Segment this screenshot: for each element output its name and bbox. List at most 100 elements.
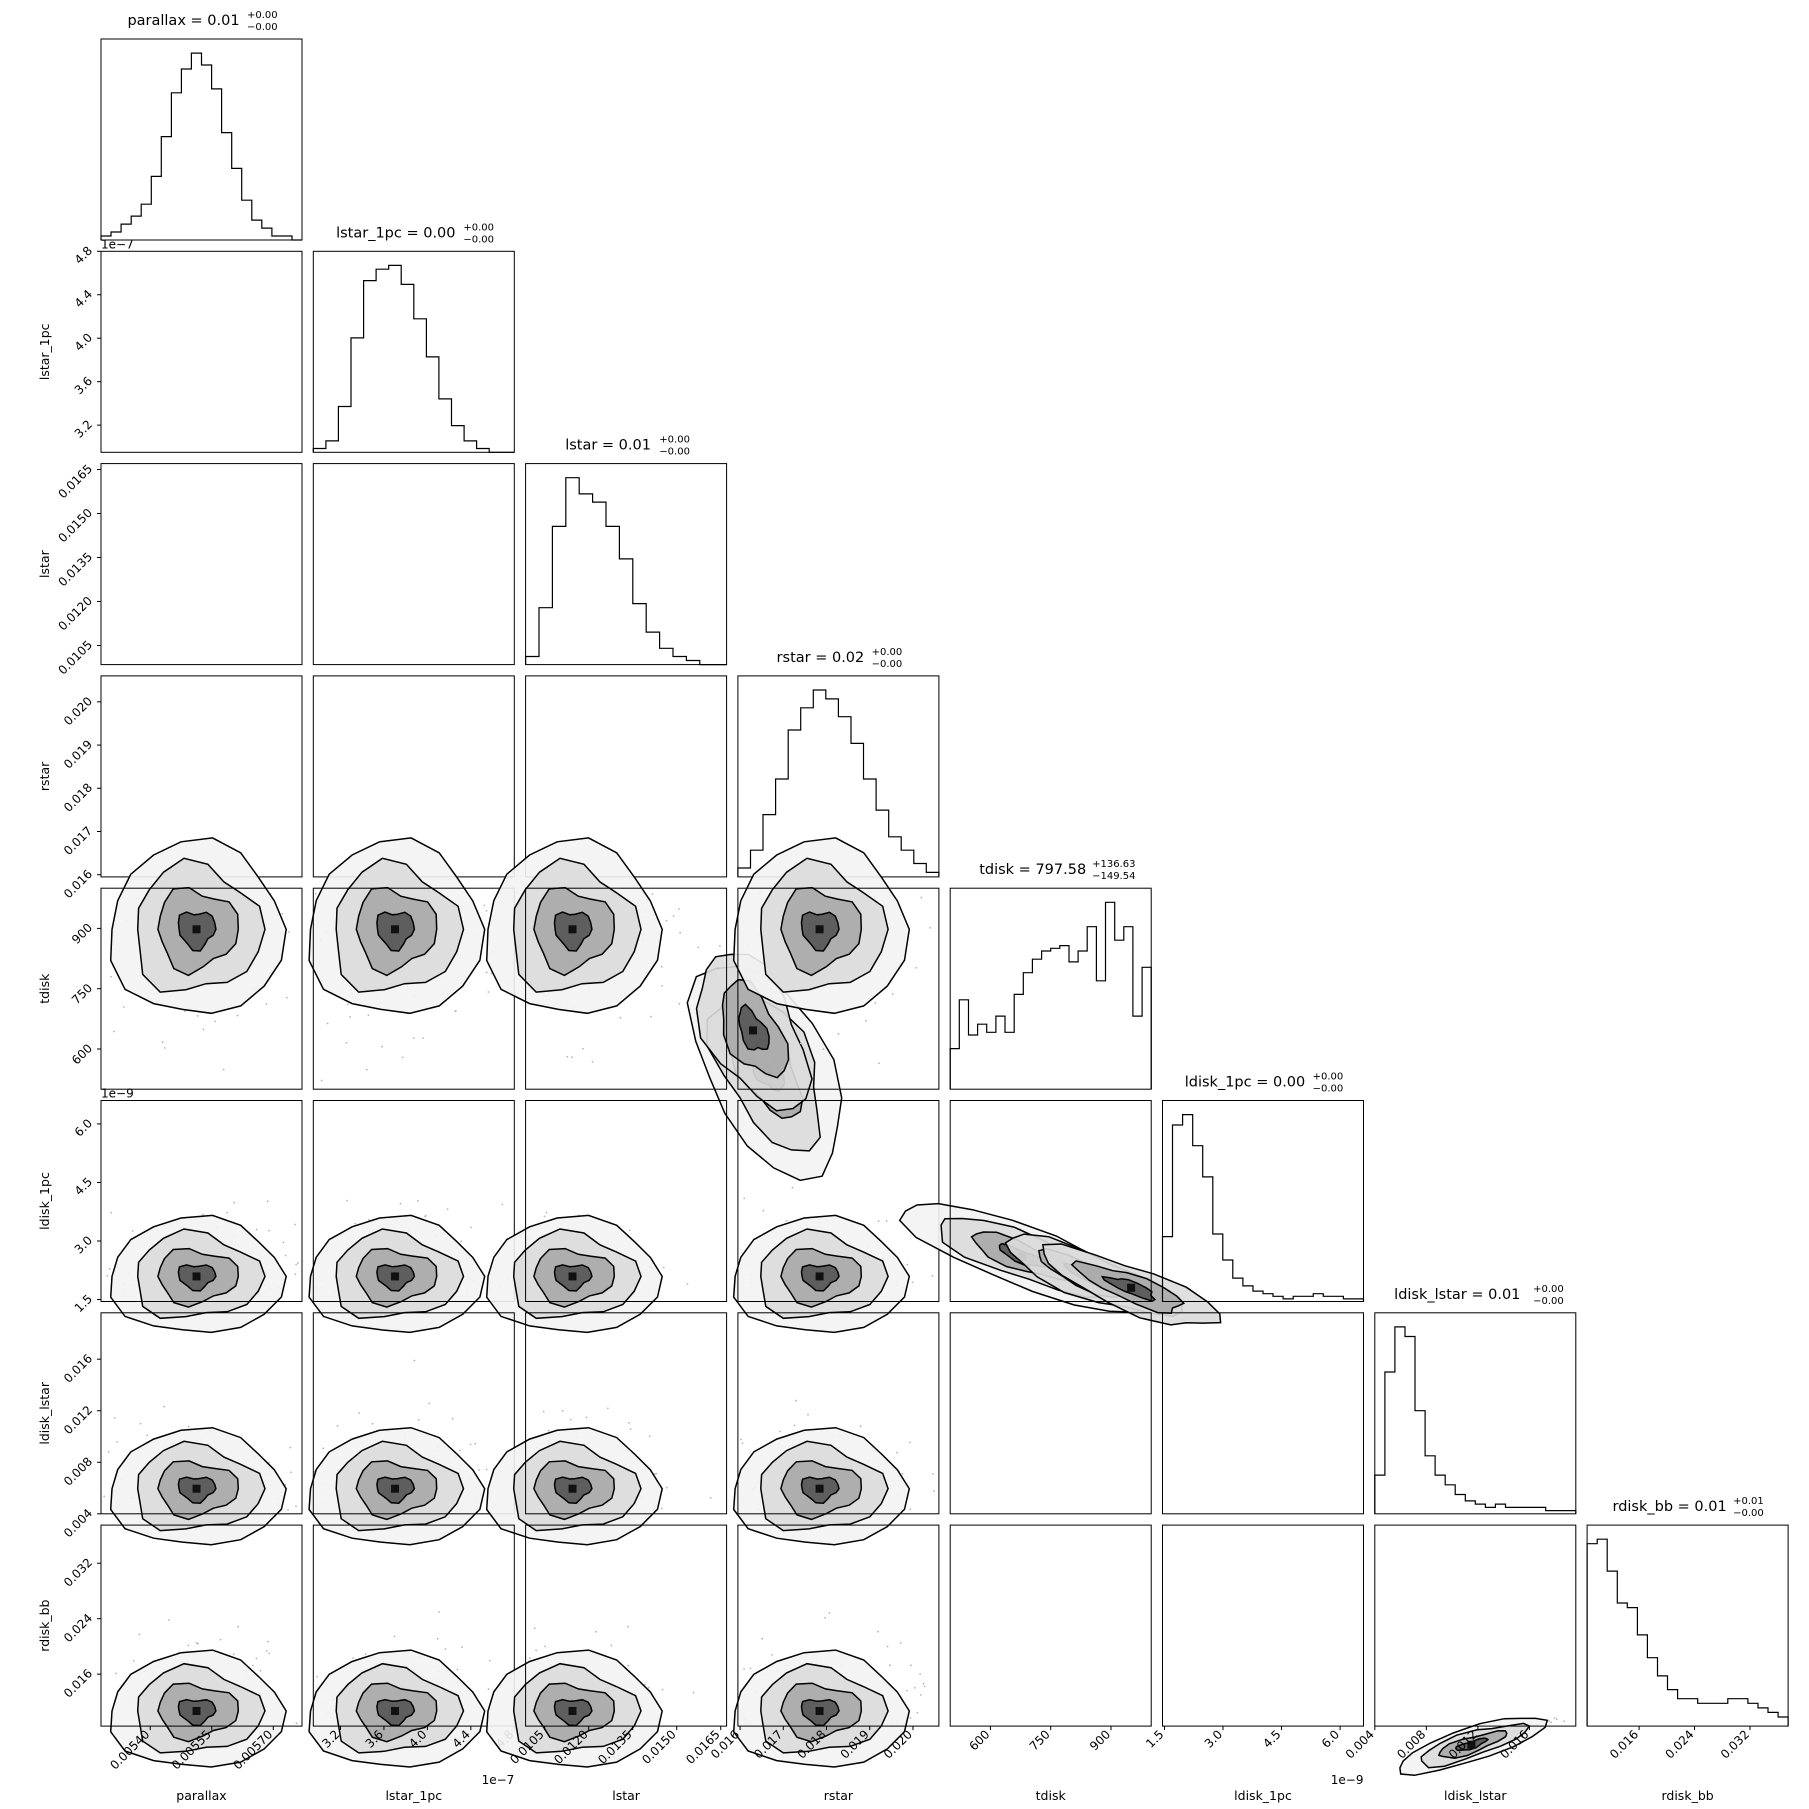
sample-point <box>585 1416 588 1419</box>
sample-point <box>771 1654 773 1656</box>
panel-parallax-parallax: parallax = 0.01 +0.00−0.00 <box>100 10 303 241</box>
sample-point <box>371 1422 374 1425</box>
sample-point <box>785 1219 788 1222</box>
histogram-tdisk <box>949 901 1152 1090</box>
sample-point <box>346 1199 348 1202</box>
panel-lstar_1pc-lstar_1pc: lstar_1pc = 0.00 +0.00−0.00 <box>312 222 515 453</box>
sample-point <box>115 1672 117 1675</box>
histogram-ldisk_1pc <box>1161 1114 1365 1302</box>
sample-point <box>132 1660 135 1662</box>
sample-point <box>1563 1720 1566 1723</box>
panel-rstar-lstar <box>525 675 843 1182</box>
sample-point <box>196 1015 199 1017</box>
sample-point <box>364 1653 367 1656</box>
density-peak <box>749 1026 757 1035</box>
sample-point <box>743 1197 746 1200</box>
sample-point <box>417 1418 420 1421</box>
y-tick-label: 0.0135 <box>56 550 96 590</box>
sample-point <box>679 931 681 934</box>
density-peak <box>1467 1740 1476 1749</box>
y-tick-label: 4.8 <box>72 244 95 267</box>
panel-rdisk_bb-parallax: 0.00540 0.00555 0.00570parallax0.0160.0240… <box>37 1524 303 1803</box>
sample-point <box>533 1627 536 1630</box>
y-tick-label: 0.004 <box>61 1506 95 1540</box>
sample-point <box>545 1211 548 1214</box>
sample-point <box>487 1688 490 1690</box>
sample-point <box>561 1409 564 1412</box>
axes-frame <box>737 887 940 1090</box>
panel-ldisk_1pc-lstar <box>485 1100 728 1334</box>
sample-point <box>113 1417 116 1419</box>
histogram-lstar <box>525 477 727 666</box>
sample-point <box>741 1442 744 1444</box>
title-ldisk_lstar: ldisk_lstar = 0.01 <box>1394 1287 1520 1303</box>
sample-point <box>267 1640 269 1643</box>
sample-point <box>697 946 700 949</box>
panel-lstar-lstar_1pc <box>312 463 515 666</box>
sample-point <box>909 1508 912 1511</box>
sample-point <box>933 1490 935 1492</box>
sample-point <box>916 1712 919 1714</box>
sample-point <box>607 1407 609 1410</box>
sample-point <box>661 985 663 987</box>
sample-point <box>629 1428 632 1430</box>
density-peak <box>815 925 824 934</box>
histogram-ldisk_lstar <box>1374 1326 1577 1514</box>
sample-point <box>791 1186 794 1189</box>
axes-frame <box>1162 1100 1364 1302</box>
sample-point <box>807 1413 809 1416</box>
sample-point <box>288 931 290 933</box>
sample-point <box>686 1283 689 1285</box>
panel-tdisk-lstar_1pc <box>308 837 515 1090</box>
sample-point <box>202 1028 205 1031</box>
sample-point <box>677 908 680 910</box>
sample-point <box>326 1022 329 1025</box>
sample-point <box>628 1421 630 1424</box>
sample-point <box>268 1652 271 1655</box>
sample-point <box>655 1472 658 1475</box>
density-peak <box>391 1484 399 1493</box>
sample-point <box>294 1273 297 1276</box>
x-axis-label: ldisk_1pc <box>1234 1788 1292 1803</box>
sample-point <box>648 1435 651 1438</box>
axes-frame <box>312 1312 515 1515</box>
sample-point <box>865 1019 867 1022</box>
density-peak <box>568 1707 577 1715</box>
sample-point <box>219 1638 222 1641</box>
sample-point <box>393 1635 396 1638</box>
sample-point <box>795 1399 797 1402</box>
panel-ldisk_1pc-parallax: 1.5 3.0 4.5 6.0 ldisk_1pc 1e−9 <box>37 1087 303 1334</box>
sample-point <box>460 1240 462 1243</box>
title-lstar: lstar = 0.01 <box>565 438 651 454</box>
sample-point <box>653 1473 656 1475</box>
title-sup-ldisk_1pc: +0.00 <box>1313 1072 1344 1083</box>
sample-point <box>931 1274 934 1277</box>
sample-point <box>529 1657 531 1659</box>
title-ldisk_1pc: ldisk_1pc = 0.00 <box>1185 1075 1306 1091</box>
sample-point <box>647 1686 650 1689</box>
title-sup-rstar: +0.00 <box>872 647 903 658</box>
panel-ldisk_lstar-parallax: 0.004 0.008 0.012 0.016 ldisk_lstar <box>37 1312 303 1546</box>
sample-point <box>106 1274 109 1277</box>
density-peak <box>192 1484 201 1493</box>
sample-point <box>485 971 488 974</box>
sample-point <box>929 926 931 929</box>
sample-point <box>289 1446 292 1449</box>
axes-frame <box>100 463 303 666</box>
sample-point <box>837 1033 840 1035</box>
sample-point <box>163 1047 166 1049</box>
sample-point <box>665 1486 668 1489</box>
panel-ldisk_lstar-lstar_1pc <box>308 1312 515 1546</box>
density-peak <box>192 1707 201 1715</box>
sample-point <box>762 1209 765 1212</box>
y-offset-label: 1e−9 <box>101 1087 134 1101</box>
title-sup-parallax: +0.00 <box>247 10 278 21</box>
sample-point <box>1555 1718 1558 1721</box>
sample-point <box>265 1003 268 1005</box>
title-parallax: parallax = 0.01 <box>127 13 239 29</box>
sample-point <box>413 1037 415 1039</box>
panel-ldisk_lstar-ldisk_lstar: ldisk_lstar = 0.01 +0.00−0.00 <box>1374 1284 1577 1515</box>
panel-lstar-lstar: lstar = 0.01 +0.00−0.00 <box>525 435 728 666</box>
y-axis-label: ldisk_1pc <box>37 1172 52 1230</box>
x-axis-label: lstar_1pc <box>385 1788 442 1803</box>
